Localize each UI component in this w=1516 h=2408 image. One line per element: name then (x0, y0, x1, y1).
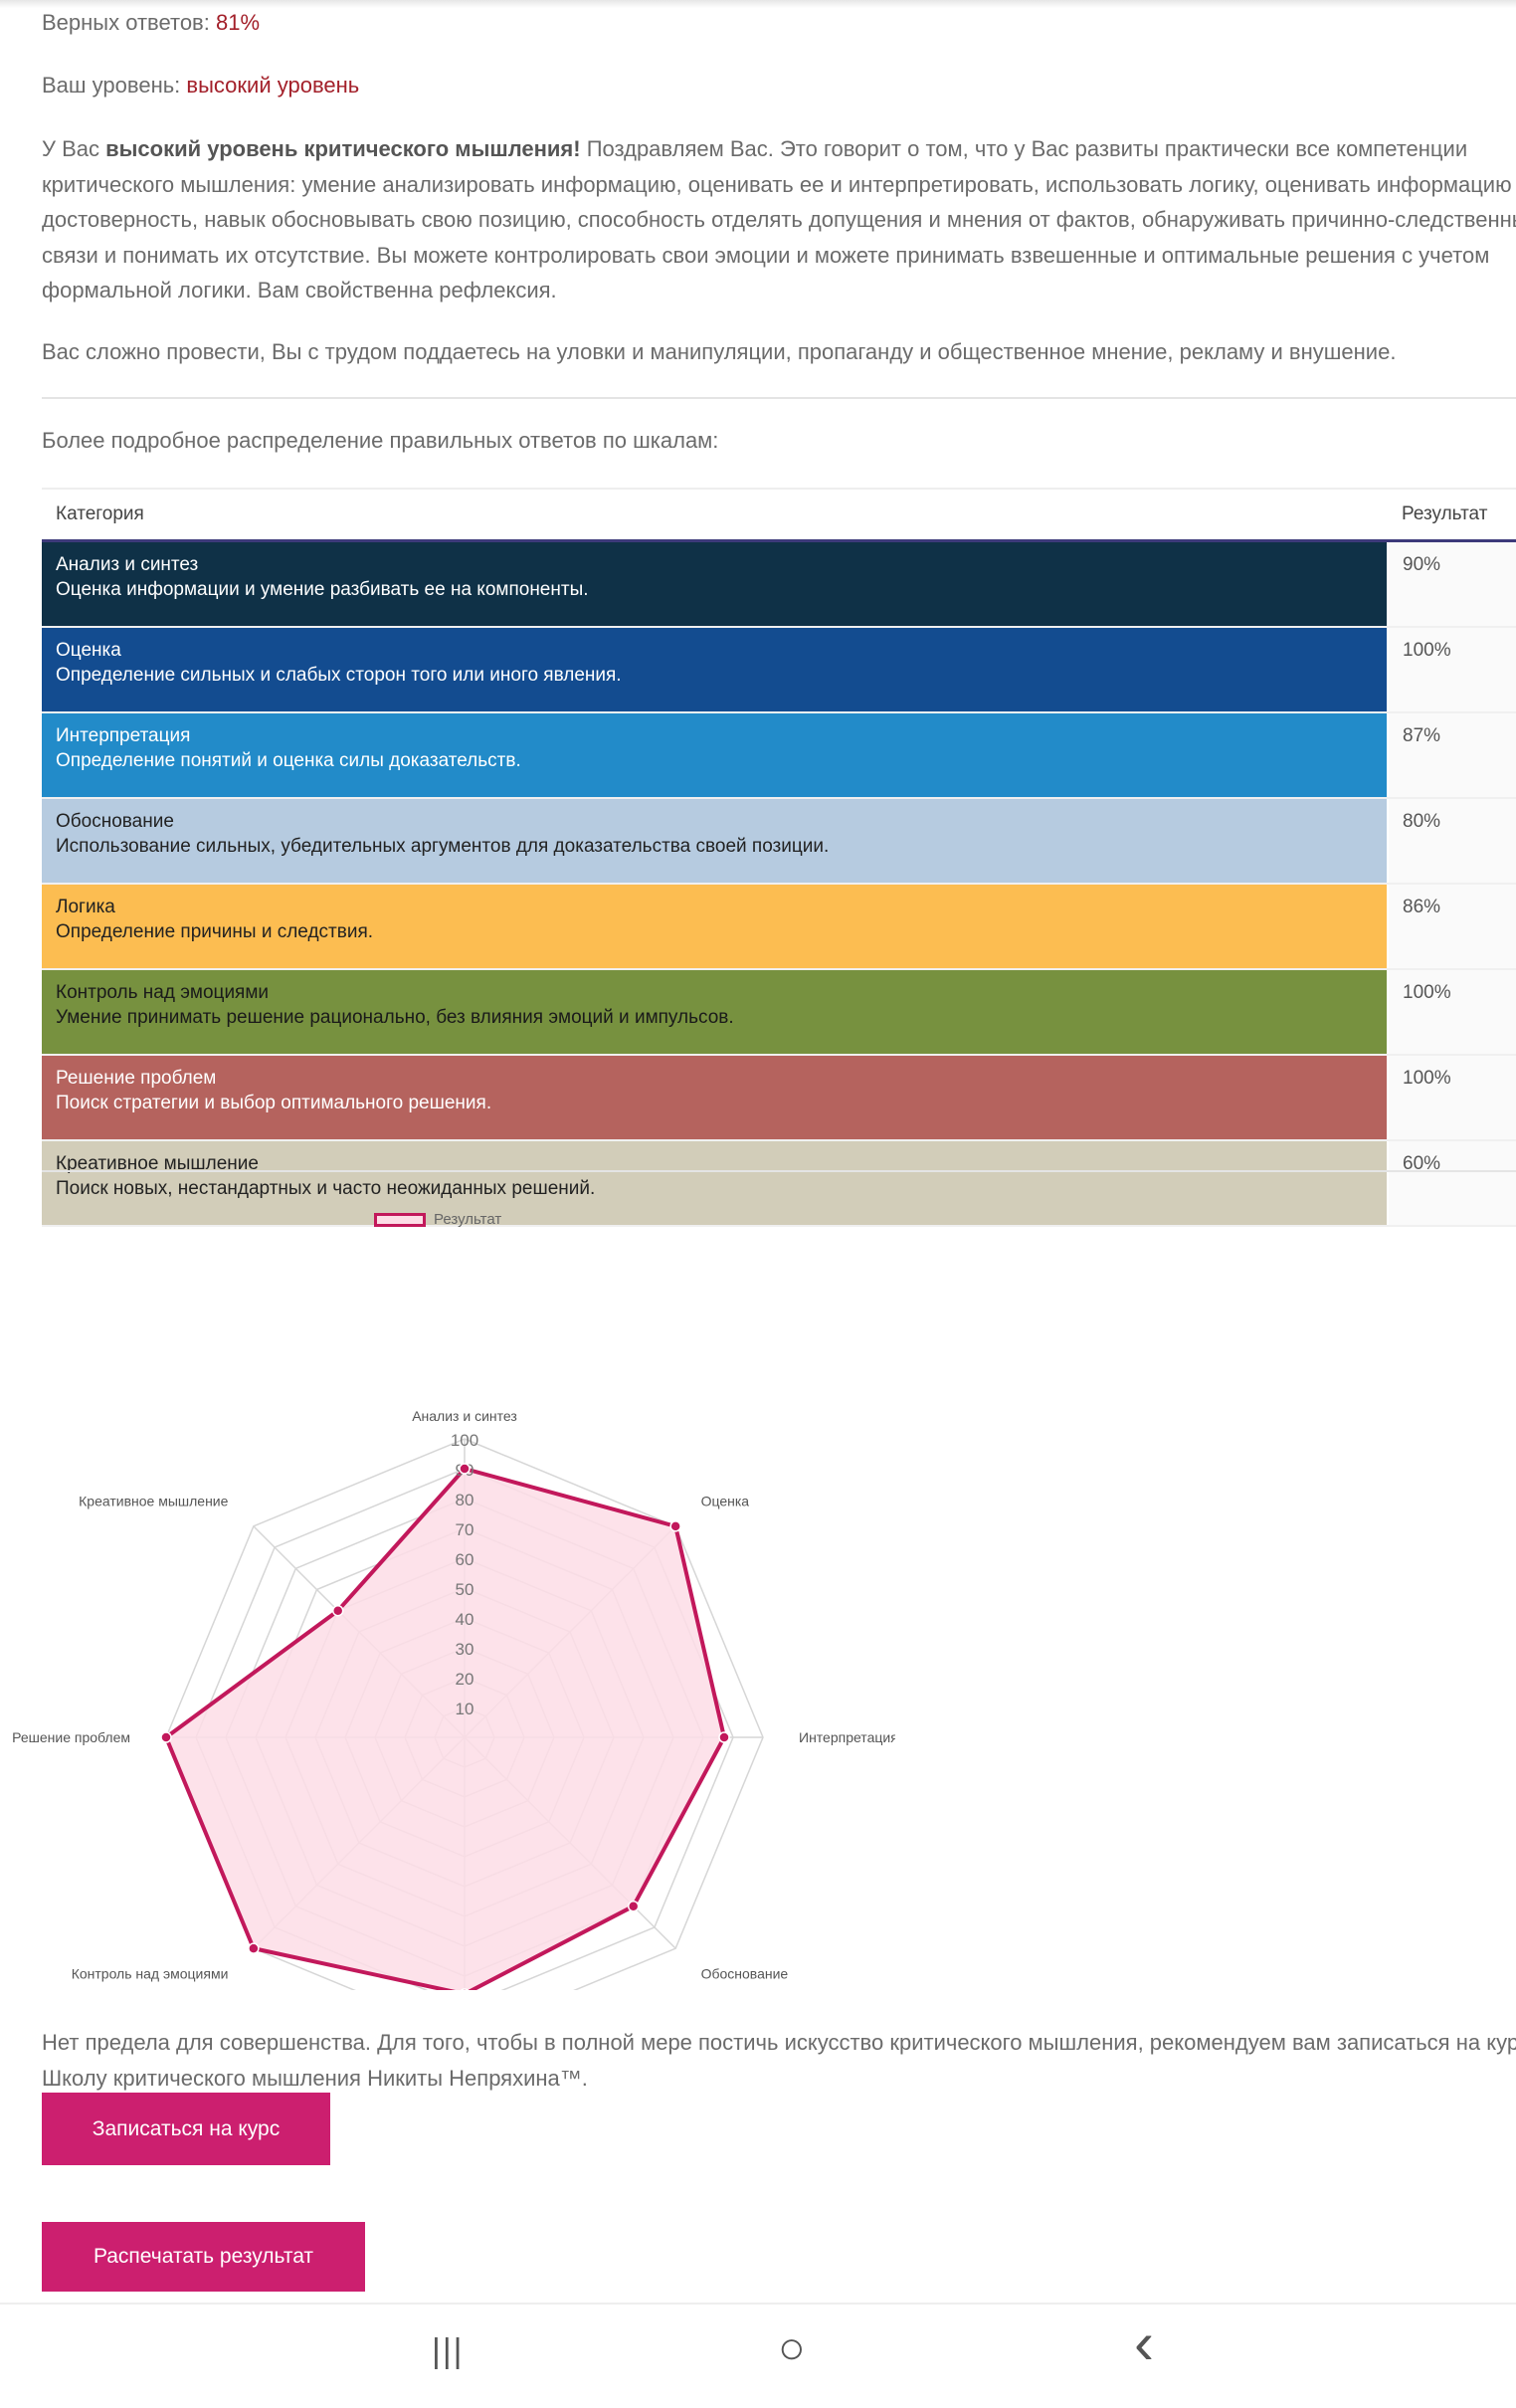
data-point (460, 1988, 470, 1990)
table-row: Интерпретация Определение понятий и оценк… (42, 712, 1516, 799)
table-row: Анализ и синтез Оценка информации и умени… (42, 540, 1516, 628)
table-row: Креативное мышление Поиск новых, нестанда… (42, 1140, 1516, 1227)
tick-label: 10 (456, 1700, 474, 1718)
data-point (331, 1604, 344, 1617)
top-shadow (0, 0, 1516, 8)
category-title: Обоснование (56, 811, 174, 832)
result-cell: 100% (1387, 1055, 1516, 1141)
table-row: Логика Определение причины и следствия. 86… (42, 884, 1516, 970)
result-cell: 86% (1387, 884, 1516, 970)
distribution-intro: Более подробное распределение правильных… (42, 428, 719, 453)
category-title: Креативное мышление (56, 1153, 259, 1174)
result-cell: 100% (1387, 969, 1516, 1056)
print-button[interactable]: Распечатать результат (42, 2222, 365, 2292)
category-title: Логика (56, 897, 115, 917)
desc-bold: высокий уровень критического мышления! (105, 136, 581, 161)
result-cell: 100% (1387, 627, 1516, 713)
axis-label: Анализ и синтез (412, 1408, 517, 1424)
category-desc: Определение понятий и оценка силы доказа… (56, 750, 521, 771)
level-value: высокий уровень (186, 73, 360, 98)
table-row: Контроль над эмоциями Умение принимать ре… (42, 969, 1516, 1056)
axis-label: Обоснование (701, 1966, 789, 1982)
tick-label: 60 (456, 1550, 474, 1569)
enroll-button[interactable]: Записаться на курс (42, 2093, 330, 2165)
category-title: Решение проблем (56, 1068, 217, 1089)
category-desc: Определение сильных и слабых сторон того… (56, 665, 622, 686)
desc-rest: Поздравляем Вас. Это говорит о том, что … (42, 136, 1516, 302)
result-cell: 87% (1387, 712, 1516, 799)
data-point (459, 1463, 471, 1475)
table-header: Категория Результат (42, 488, 1516, 542)
result-cell: 60% (1387, 1140, 1516, 1227)
category-desc: Поиск стратегии и выбор оптимального реш… (56, 1093, 492, 1113)
chart-legend[interactable]: Результат (374, 1211, 501, 1228)
data-point (248, 1942, 260, 1954)
axis-label: Интерпретация (799, 1729, 895, 1745)
recents-icon[interactable]: ||| (432, 2332, 465, 2370)
category-desc: Умение принимать решение рационально, бе… (56, 1007, 734, 1028)
category-desc: Определение причины и следствия. (56, 921, 374, 942)
home-icon[interactable]: ○ (778, 2321, 806, 2373)
level-label: Ваш уровень: (42, 73, 181, 98)
category-cell: Анализ и синтез Оценка информации и умени… (42, 540, 1388, 628)
legend-swatch (374, 1212, 426, 1227)
category-title: Анализ и синтез (56, 554, 199, 575)
manipulation-note: Вас сложно провести, Вы с трудом поддает… (42, 339, 1397, 364)
category-cell: Оценка Определение сильных и слабых сторо… (42, 627, 1388, 713)
table-row: Оценка Определение сильных и слабых сторо… (42, 627, 1516, 713)
tick-label: 20 (456, 1670, 474, 1689)
divider (42, 397, 1516, 399)
table-row: Решение проблем Поиск стратегии и выбор о… (42, 1055, 1516, 1141)
category-title: Контроль над эмоциями (56, 982, 270, 1003)
result-cell: 90% (1387, 540, 1516, 628)
tick-label: 50 (456, 1580, 474, 1599)
header-category: Категория (42, 488, 1388, 542)
correct-label: Верных ответов: (42, 10, 210, 35)
grid-ring (165, 1438, 764, 1990)
axis-label: Решение проблем (12, 1729, 130, 1745)
promo-text: Нет предела для совершенства. Для того, … (42, 2030, 1516, 2091)
correct-answers: Верных ответов: 81% (42, 10, 260, 36)
desc-prefix: У Вас (42, 136, 106, 161)
table-row: Обоснование Использование сильных, убедит… (42, 798, 1516, 885)
header-result: Результат (1388, 488, 1516, 542)
divider (42, 1170, 1516, 1172)
axis-label: Оценка (701, 1493, 750, 1508)
tick-label: 100 (451, 1431, 478, 1450)
result-cell: 80% (1387, 798, 1516, 885)
back-icon[interactable]: ‹ (1134, 2309, 1154, 2376)
legend-label: Результат (434, 1211, 502, 1228)
result-description: У Вас высокий уровень критического мышле… (42, 131, 1516, 308)
level: Ваш уровень: высокий уровень (42, 73, 359, 99)
category-title: Интерпретация (56, 725, 191, 746)
category-title: Оценка (56, 640, 121, 661)
axis-label: Креативное мышление (79, 1493, 228, 1508)
results-table: Категория Результат Анализ и синтез Оценк… (42, 488, 1516, 1227)
tick-label: 80 (456, 1491, 474, 1509)
category-cell: Интерпретация Определение понятий и оценк… (42, 712, 1388, 799)
data-point (160, 1731, 172, 1743)
data-point (669, 1520, 681, 1532)
series-area (164, 1467, 726, 1990)
category-cell: Креативное мышление Поиск новых, нестанда… (42, 1140, 1388, 1227)
radar-chart: 102030405060708090100Анализ и синтезОцен… (12, 1408, 895, 1990)
data-point (627, 1900, 640, 1912)
android-navbar: ||| ○ ‹ (0, 2303, 1516, 2408)
correct-value: 81% (215, 10, 261, 35)
tick-label: 30 (456, 1640, 474, 1659)
tick-label: 70 (456, 1520, 474, 1539)
category-cell: Решение проблем Поиск стратегии и выбор о… (42, 1055, 1388, 1141)
category-desc: Оценка информации и умение разбивать ее … (56, 579, 589, 600)
category-cell: Логика Определение причины и следствия. (42, 884, 1388, 970)
data-point (718, 1731, 730, 1743)
axis-label: Контроль над эмоциями (72, 1966, 229, 1982)
category-desc: Поиск новых, нестандартных и часто неожи… (56, 1178, 596, 1199)
category-cell: Обоснование Использование сильных, убедит… (42, 798, 1388, 885)
tick-label: 40 (456, 1610, 474, 1629)
category-desc: Использование сильных, убедительных аргу… (56, 836, 830, 857)
category-cell: Контроль над эмоциями Умение принимать ре… (42, 969, 1388, 1056)
